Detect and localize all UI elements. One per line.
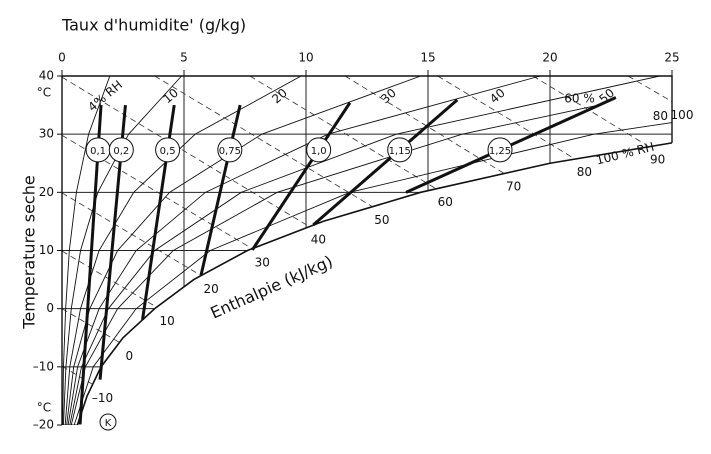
enthalpy-label: 30 xyxy=(255,255,270,269)
enthalpy-line xyxy=(61,365,93,385)
enthalpy-label: 100 xyxy=(671,108,694,122)
rh-curve xyxy=(64,75,302,426)
y-tick-label: 20 xyxy=(39,185,54,199)
scale-label: 0,1 xyxy=(90,146,106,157)
x-tick-label: 20 xyxy=(542,51,557,65)
y-tick-label: –20 xyxy=(33,418,54,432)
scale-label: 1,15 xyxy=(389,146,411,157)
enthalpy-line xyxy=(61,308,120,343)
enthalpy-label: 70 xyxy=(506,180,521,194)
rh-label: 60 % xyxy=(564,92,595,106)
scale-badge xyxy=(155,137,181,163)
enthalpy-label: 20 xyxy=(203,282,218,296)
scale-label: 0,5 xyxy=(160,146,176,157)
x-tick-label: 5 xyxy=(180,51,188,65)
x-tick-label: 10 xyxy=(298,51,313,65)
enthalpy-line xyxy=(344,75,504,174)
enthalpy-line xyxy=(61,192,202,276)
rh-curve xyxy=(69,75,660,426)
y-tick-label: 30 xyxy=(39,127,54,141)
y-unit: °C xyxy=(37,401,51,415)
point-badge xyxy=(99,413,117,431)
rh-label: 20 xyxy=(269,86,290,107)
scale-label: 0,2 xyxy=(113,146,129,157)
enthalpy-label: 40 xyxy=(311,233,326,247)
rh-label: 4% RH xyxy=(85,78,125,115)
x-axis-title: Taux d'humidite' (g/kg) xyxy=(61,16,246,35)
rh-curve xyxy=(66,75,421,426)
rh-curve xyxy=(70,104,599,426)
y-tick-label: 0 xyxy=(46,301,54,315)
x-tick-label: 25 xyxy=(664,51,679,65)
scale-line xyxy=(141,104,176,320)
enthalpy-line xyxy=(61,134,253,250)
scale-badge xyxy=(487,137,513,163)
enthalpy-label: 60 xyxy=(438,195,453,209)
x-tick-label: 0 xyxy=(58,51,66,65)
enthalpy-line xyxy=(532,75,648,147)
enthalpy-label: 50 xyxy=(374,213,389,227)
rh-label: 30 xyxy=(378,86,399,107)
y-tick-label: –10 xyxy=(33,359,54,373)
scale-badge xyxy=(306,137,332,163)
rh-curve xyxy=(63,75,182,426)
rh-label: 100 % RH xyxy=(595,140,656,168)
rh-label: 10 xyxy=(160,86,181,107)
scale-label: 1,0 xyxy=(311,146,327,157)
enthalpy-line xyxy=(154,75,373,207)
enthalpy-line xyxy=(627,75,673,102)
scale-line xyxy=(199,104,242,276)
scale-badge xyxy=(387,137,413,163)
enthalpy-label: 10 xyxy=(160,314,175,328)
y-tick-label: 40 xyxy=(39,69,54,83)
y-axis-title: Temperature seche xyxy=(20,175,39,329)
scale-badge xyxy=(108,137,134,163)
y-unit: °C xyxy=(37,86,51,100)
scale-line xyxy=(251,101,352,251)
enthalpy-label: –10 xyxy=(92,391,113,405)
frame xyxy=(61,75,673,425)
enthalpy-label: 0 xyxy=(126,349,134,363)
rh-label: 80 xyxy=(653,109,668,123)
rh-curve xyxy=(73,122,673,426)
saturation-curve xyxy=(76,142,673,426)
y-tick-label: 10 xyxy=(39,243,54,257)
x-tick-label: 15 xyxy=(420,51,435,65)
enthalpy-line xyxy=(61,76,309,227)
rh-curve xyxy=(62,75,111,426)
scale-label: 0,75 xyxy=(219,146,241,157)
enthalpy-line xyxy=(437,75,575,159)
scale-label: 1,25 xyxy=(489,146,511,157)
enthalpy-label: 90 xyxy=(650,152,665,166)
enthalpy-line xyxy=(249,75,436,189)
scale-badge xyxy=(217,137,243,163)
rh-label: 40 xyxy=(487,86,508,107)
enthalpy-label: 80 xyxy=(577,165,592,179)
scale-line xyxy=(312,98,459,227)
point-label: K xyxy=(105,418,112,429)
